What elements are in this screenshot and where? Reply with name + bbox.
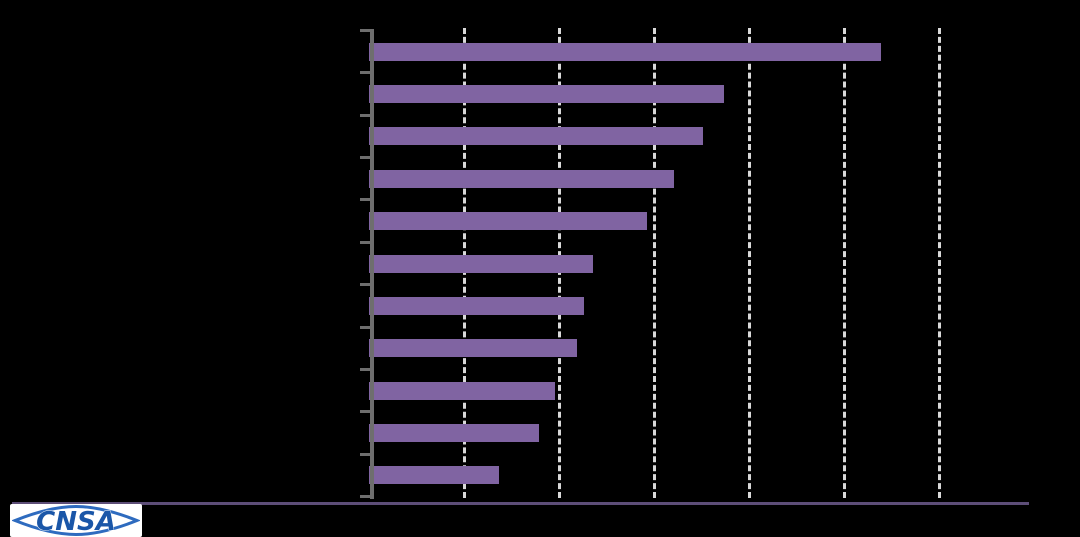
eye-outline xyxy=(12,505,140,536)
gridline xyxy=(937,28,941,498)
bar xyxy=(369,85,724,103)
footer-divider-line xyxy=(12,502,1029,505)
bar xyxy=(369,339,577,357)
bar xyxy=(369,127,703,145)
bar xyxy=(369,466,499,484)
bar xyxy=(369,382,555,400)
bar xyxy=(369,255,593,273)
axis-tick xyxy=(360,198,372,201)
axis-tick xyxy=(360,283,372,286)
axis-tick xyxy=(360,326,372,329)
axis-tick xyxy=(360,29,372,32)
axis-tick xyxy=(360,114,372,117)
y-axis-line xyxy=(370,29,374,499)
axis-tick xyxy=(360,156,372,159)
axis-tick xyxy=(360,71,372,74)
bar xyxy=(369,43,881,61)
gridline xyxy=(842,28,846,498)
bar xyxy=(369,212,647,230)
bar xyxy=(369,297,584,315)
bar xyxy=(369,170,674,188)
bar xyxy=(369,424,539,442)
cnsa-eye-icon: CNSA xyxy=(12,505,140,536)
axis-tick xyxy=(360,241,372,244)
axis-tick xyxy=(360,410,372,413)
cnsa-logo: CNSA xyxy=(10,504,142,537)
gridline xyxy=(747,28,751,498)
gridline xyxy=(652,28,656,498)
axis-tick xyxy=(360,495,372,498)
axis-tick xyxy=(360,368,372,371)
axis-tick xyxy=(360,453,372,456)
cnsa-logo-text: CNSA xyxy=(36,507,116,536)
